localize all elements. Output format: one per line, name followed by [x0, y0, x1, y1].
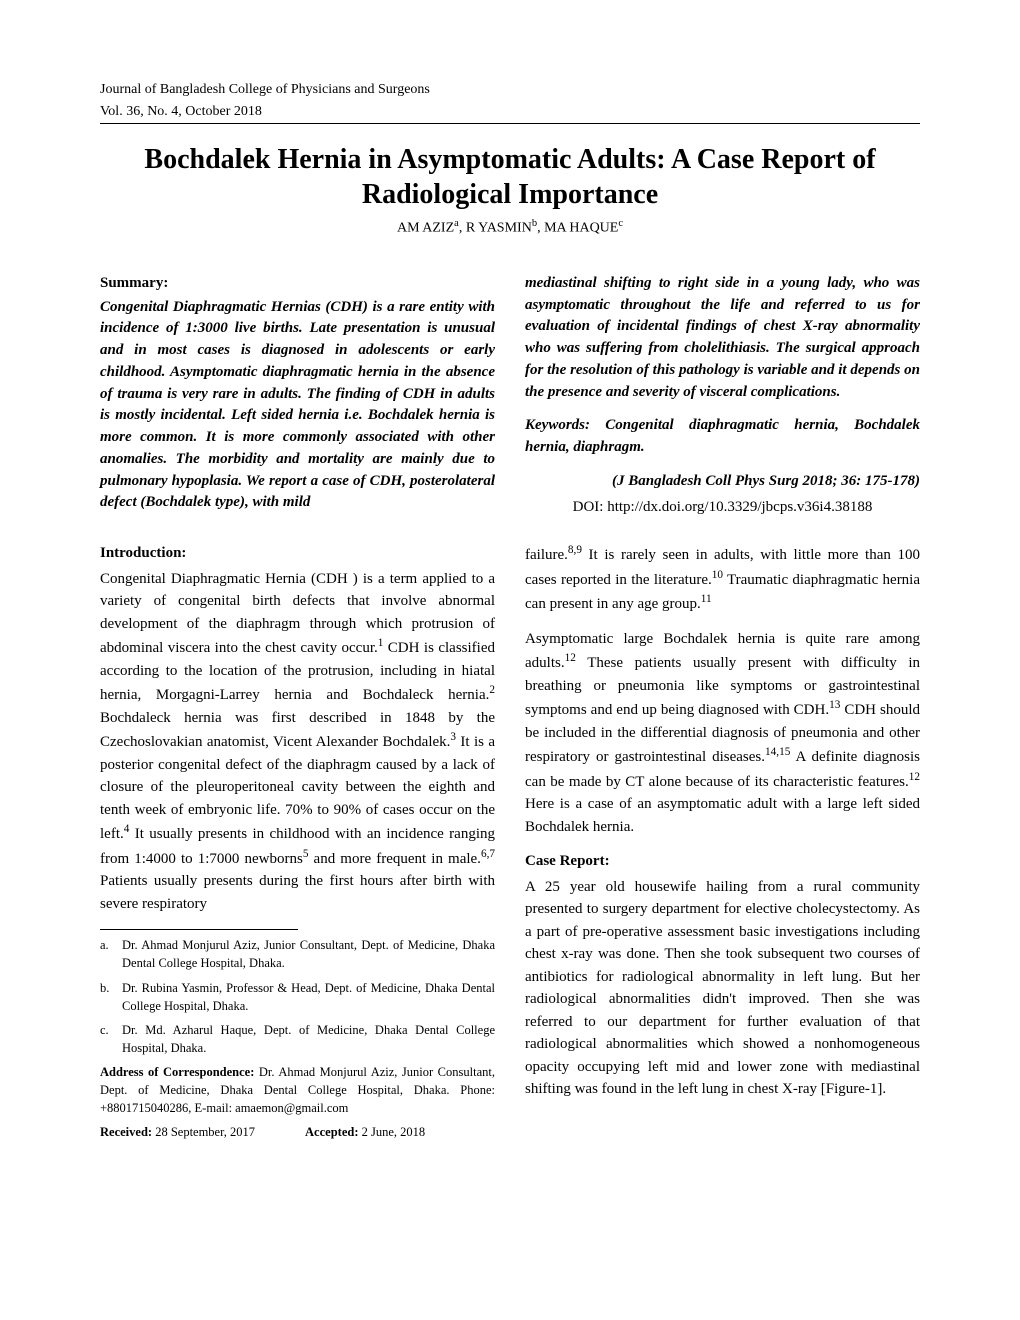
doi-line: DOI: http://dx.doi.org/10.3329/jbcps.v36…: [525, 497, 920, 519]
received-label: Received:: [100, 1125, 152, 1139]
summary-left: Congenital Diaphragmatic Hernias (CDH) i…: [100, 297, 495, 515]
received-date: 28 September, 2017: [152, 1125, 255, 1139]
authors-line: AM AZIZa, R YASMINb, MA HAQUEc: [100, 218, 920, 237]
footnote-text: Dr. Md. Azharul Haque, Dept. of Medicine…: [122, 1021, 495, 1057]
doi-url: http://dx.doi.org/10.3329/jbcps.v36i4.38…: [607, 499, 872, 515]
accepted-label: Accepted:: [305, 1125, 358, 1139]
body-columns: Introduction: Congenital Diaphragmatic H…: [100, 542, 920, 1142]
journal-issue: Vol. 36, No. 4, October 2018: [100, 102, 920, 122]
introduction-text: Congenital Diaphragmatic Hernia (CDH ) i…: [100, 568, 495, 916]
doi-label: DOI:: [573, 499, 608, 515]
footnotes: a. Dr. Ahmad Monjurul Aziz, Junior Consu…: [100, 936, 495, 1057]
footnote-text: Dr. Ahmad Monjurul Aziz, Junior Consulta…: [122, 936, 495, 972]
body-col2-para1: failure.8,9 It is rarely seen in adults,…: [525, 542, 920, 616]
correspondence-label: Address of Correspondence:: [100, 1065, 254, 1079]
summary-heading: Summary:: [100, 273, 495, 295]
summary-block: Summary: Congenital Diaphragmatic Hernia…: [100, 273, 920, 519]
keywords: Keywords: Congenital diaphragmatic herni…: [525, 415, 920, 459]
header-rule: [100, 123, 920, 124]
summary-right: mediastinal shifting to right side in a …: [525, 273, 920, 404]
citation: (J Bangladesh Coll Phys Surg 2018; 36: 1…: [525, 471, 920, 493]
case-report-heading: Case Report:: [525, 850, 920, 873]
footnote-text: Dr. Rubina Yasmin, Professor & Head, Dep…: [122, 979, 495, 1015]
correspondence: Address of Correspondence: Dr. Ahmad Mon…: [100, 1063, 495, 1117]
accepted-date: 2 June, 2018: [358, 1125, 425, 1139]
body-col2-para2: Asymptomatic large Bochdalek hernia is q…: [525, 628, 920, 839]
footnote-marker: b.: [100, 979, 122, 1015]
footnote-marker: c.: [100, 1021, 122, 1057]
footnote-b: b. Dr. Rubina Yasmin, Professor & Head, …: [100, 979, 495, 1015]
case-report-text: A 25 year old housewife hailing from a r…: [525, 876, 920, 1101]
footnote-rule: [100, 929, 298, 930]
journal-name: Journal of Bangladesh College of Physici…: [100, 80, 920, 100]
footnote-marker: a.: [100, 936, 122, 972]
footnote-c: c. Dr. Md. Azharul Haque, Dept. of Medic…: [100, 1021, 495, 1057]
introduction-heading: Introduction:: [100, 542, 495, 565]
dates-line: Received: 28 September, 2017 Accepted: 2…: [100, 1123, 495, 1142]
footnote-a: a. Dr. Ahmad Monjurul Aziz, Junior Consu…: [100, 936, 495, 972]
article-title: Bochdalek Hernia in Asymptomatic Adults:…: [100, 142, 920, 212]
